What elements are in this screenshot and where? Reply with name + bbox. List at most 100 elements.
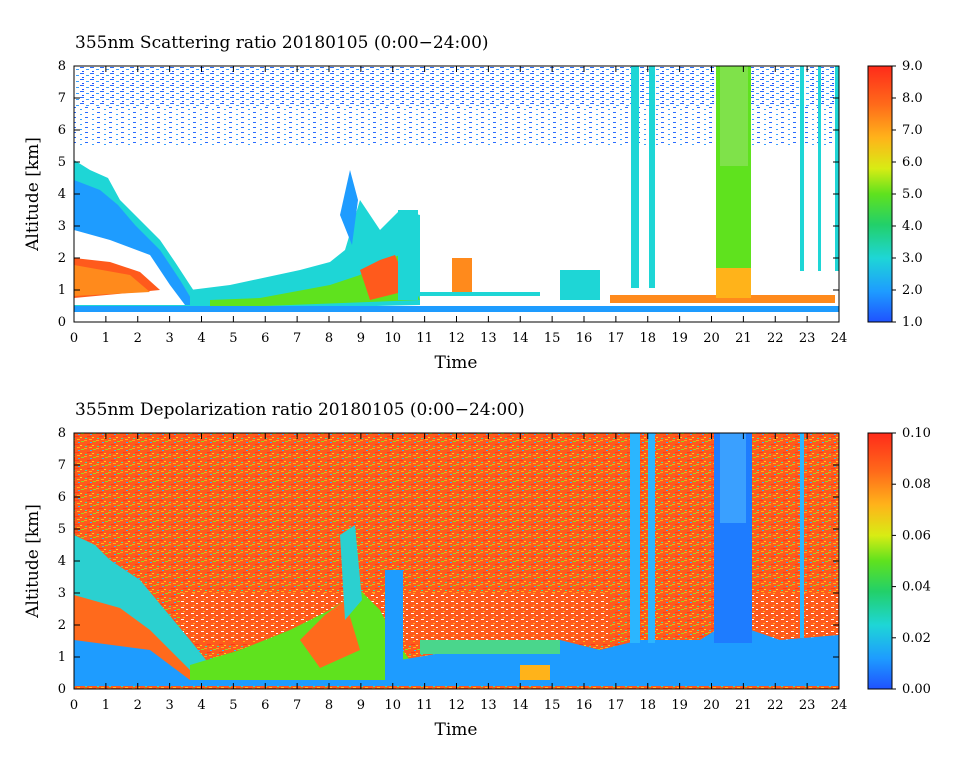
chart-title-depolarization: 355nm Depolarization ratio 20180105 (0:0… [75, 400, 525, 420]
y-tick-label: 5 [58, 155, 66, 170]
y-tick-label: 3 [58, 586, 66, 601]
x-tick-label: 8 [325, 698, 333, 713]
x-tick-label: 2 [134, 698, 142, 713]
cloud-column-20h-base [716, 268, 751, 298]
x-tick-label: 19 [671, 331, 688, 346]
boundary-layer-green [210, 255, 420, 308]
dep-column-17h [630, 433, 640, 643]
x-tick-label: 0 [70, 331, 78, 346]
colorbar-ticks-scattering: 1.0 2.0 3.0 4.0 5.0 6.0 7.0 8.0 9.0 [892, 59, 923, 330]
colorbar-tick-label: 0.10 [902, 426, 931, 441]
x-tick-label: 14 [512, 331, 529, 346]
x-tick-label: 8 [325, 331, 333, 346]
y-tick-label: 2 [58, 251, 66, 266]
y-tick-label: 8 [58, 59, 66, 74]
x-tick-label: 16 [576, 331, 593, 346]
dep-cloud-10h [385, 570, 403, 685]
x-tick-label: 14 [512, 698, 529, 713]
x-tick-label: 21 [735, 698, 752, 713]
colorbar-tick-label: 0.06 [902, 528, 931, 543]
colorbar-tick-label: 2.0 [902, 283, 923, 298]
x-axis-label-depolarization: Time [435, 720, 478, 740]
y-tick-label: 5 [58, 522, 66, 537]
x-tick-label: 23 [799, 331, 816, 346]
y-tick-label: 7 [58, 91, 66, 106]
x-tick-label: 2 [134, 331, 142, 346]
cloud-12h [452, 258, 472, 296]
y-tick-label: 4 [58, 187, 66, 202]
colorbar-tick-label: 0.08 [902, 477, 931, 492]
y-tick-label: 1 [58, 283, 66, 298]
plot-area-depolarization [74, 433, 839, 689]
x-tick-label: 24 [831, 698, 848, 713]
x-tick-label: 9 [357, 331, 365, 346]
colorbar-tick-label: 3.0 [902, 251, 923, 266]
colorbar-ticks-depolarization: 0.00 0.02 0.04 0.06 0.08 0.10 [892, 426, 931, 697]
x-tick-label: 12 [448, 331, 465, 346]
axes-depolarization: 0 1 2 3 4 5 6 7 8 9 10 11 12 13 14 15 16 17 18 19 20 21 22 23 24… [58, 426, 848, 713]
y-tick-label: 6 [58, 123, 66, 138]
boundary-layer-core [74, 265, 150, 296]
y-tick-label: 6 [58, 490, 66, 505]
thin-layer [420, 292, 540, 296]
x-tick-label: 4 [197, 331, 205, 346]
cloud-10h [398, 210, 418, 300]
colorbar-tick-label: 5.0 [902, 187, 923, 202]
noise-band-high [74, 66, 839, 106]
cloud-column-23h [800, 66, 804, 271]
colorbar-depolarization [867, 432, 893, 690]
dep-low-blue [400, 630, 839, 685]
y-tick-label: 0 [58, 315, 66, 330]
x-tick-label: 1 [102, 698, 110, 713]
x-tick-label: 15 [544, 698, 561, 713]
x-tick-label: 18 [639, 331, 656, 346]
y-tick-label: 0 [58, 682, 66, 697]
x-tick-label: 15 [544, 331, 561, 346]
x-tick-label: 24 [831, 331, 848, 346]
x-tick-label: 4 [197, 698, 205, 713]
dep-low-orange [520, 665, 550, 683]
plot-area-scattering [74, 66, 840, 322]
axes-scattering: 0 1 2 3 4 5 6 7 8 9 10 11 12 13 14 15 16 17 18 19 20 21 22 23 24… [58, 59, 848, 346]
y-tick-label: 7 [58, 458, 66, 473]
layer-17-24 [610, 295, 835, 303]
colorbar-tick-label: 4.0 [902, 219, 923, 234]
dep-column-23h [800, 433, 804, 638]
colorbar-tick-label: 1.0 [902, 315, 923, 330]
x-tick-label: 17 [608, 698, 625, 713]
x-tick-label: 16 [576, 698, 593, 713]
x-tick-label: 7 [293, 698, 301, 713]
x-tick-label: 6 [261, 698, 269, 713]
colorbar-tick-label: 9.0 [902, 59, 923, 74]
cloud-column-18h [649, 66, 655, 288]
x-tick-label: 5 [229, 698, 237, 713]
x-tick-label: 11 [416, 698, 433, 713]
cloud-column-23h-b [818, 66, 821, 271]
colorbar-tick-label: 6.0 [902, 155, 923, 170]
x-tick-label: 17 [608, 331, 625, 346]
y-axis-label-scattering: Altitude [km] [23, 137, 43, 252]
dep-column-18h [648, 433, 655, 643]
x-tick-label: 13 [480, 331, 497, 346]
x-tick-label: 21 [735, 331, 752, 346]
x-tick-label: 20 [703, 331, 720, 346]
colorbar-tick-label: 0.00 [902, 682, 931, 697]
dep-column-20h-top [720, 433, 746, 523]
y-tick-label: 8 [58, 426, 66, 441]
chart-title-scattering: 355nm Scattering ratio 20180105 (0:00−24… [75, 33, 489, 53]
x-tick-label: 22 [767, 698, 784, 713]
cloud-column-17h [631, 66, 639, 288]
y-tick-label: 1 [58, 650, 66, 665]
dep-low-green [420, 640, 560, 654]
boundary-layer-red [360, 255, 410, 300]
x-tick-label: 9 [357, 698, 365, 713]
y-tick-label: 2 [58, 618, 66, 633]
dep-cloud-8h [340, 525, 362, 620]
colorbar-scattering [867, 65, 893, 323]
noise-band-mid [74, 106, 839, 146]
colorbar-tick-label: 7.0 [902, 123, 923, 138]
x-tick-label: 0 [70, 698, 78, 713]
x-tick-label: 22 [767, 331, 784, 346]
x-tick-label: 19 [671, 698, 688, 713]
